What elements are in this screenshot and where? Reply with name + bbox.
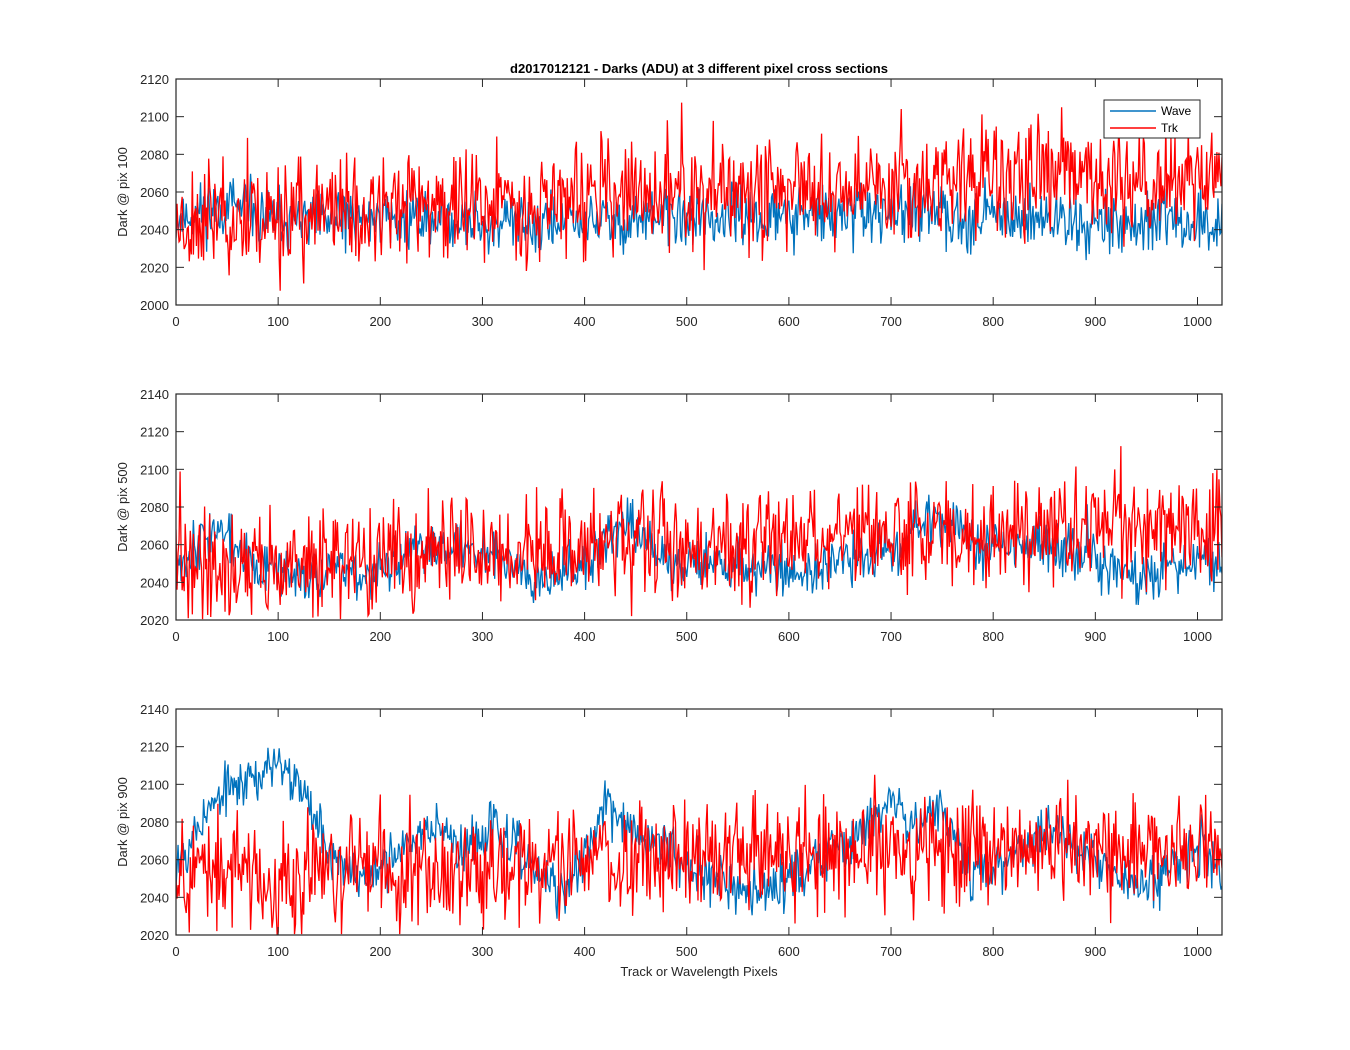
series-line-trk [176,446,1222,620]
x-tick-label: 1000 [1183,629,1212,644]
x-tick-label: 500 [676,944,698,959]
y-tick-label: 2020 [140,613,169,628]
x-tick-label: 200 [369,944,391,959]
legend-entry-trk: Trk [1161,121,1179,135]
series-line-trk [176,102,1222,291]
y-axis-label: Dark @ pix 900 [115,777,130,867]
x-axis-label: Track or Wavelength Pixels [620,964,778,979]
x-tick-label: 0 [172,629,179,644]
y-tick-label: 2020 [140,928,169,943]
x-tick-label: 100 [267,944,289,959]
subplot-pix-900: 0 100 200 300 400 500 600 700 800 900 1000 2020 2040… [115,702,1223,979]
y-tick-label: 2060 [140,185,169,200]
x-tick-label: 700 [880,314,902,329]
x-tick-label: 600 [778,314,800,329]
x-tick-label: 200 [369,314,391,329]
y-tick-label: 2020 [140,260,169,275]
y-tick-label: 2040 [140,890,169,905]
x-tick-label: 100 [267,629,289,644]
series-line-trk [176,774,1222,935]
y-tick-label: 2120 [140,72,169,87]
x-tick-label: 900 [1084,314,1106,329]
legend: Wave Trk [1103,99,1201,139]
x-tick-label: 1000 [1183,944,1212,959]
x-tick-label: 800 [982,314,1004,329]
x-tick-label: 300 [472,629,494,644]
subplot-pix-500: 0 100 200 300 400 500 600 700 800 900 1000 2020 2040… [115,387,1223,644]
x-tick-label: 900 [1084,944,1106,959]
y-tick-label: 2060 [140,538,169,553]
x-tick-label: 0 [172,944,179,959]
chart-title: d2017012121 - Darks (ADU) at 3 different… [510,61,888,76]
x-tick-label: 300 [472,944,494,959]
y-axis-label: Dark @ pix 500 [115,462,130,552]
x-tick-label: 0 [172,314,179,329]
y-tick-label: 2120 [140,740,169,755]
x-tick-label: 400 [574,629,596,644]
subplot-pix-100: 0 100 200 300 400 500 600 700 800 900 1000 2000 2020… [115,72,1223,329]
series-line-wave [176,494,1222,606]
x-tick-label: 700 [880,944,902,959]
x-tick-label: 100 [267,314,289,329]
x-tick-label: 300 [472,314,494,329]
y-tick-label: 2100 [140,110,169,125]
x-tick-label: 600 [778,629,800,644]
y-tick-label: 2100 [140,777,169,792]
y-tick-label: 2080 [140,815,169,830]
x-tick-label: 500 [676,314,698,329]
x-tick-label: 600 [778,944,800,959]
y-tick-label: 2140 [140,387,169,402]
x-tick-label: 200 [369,629,391,644]
x-tick-label: 800 [982,944,1004,959]
x-tick-label: 500 [676,629,698,644]
y-tick-label: 2080 [140,500,169,515]
x-tick-label: 700 [880,629,902,644]
legend-box [1103,99,1201,139]
x-tick-label: 400 [574,314,596,329]
x-tick-label: 400 [574,944,596,959]
series-line-wave [176,173,1222,261]
y-tick-label: 2100 [140,462,169,477]
legend-entry-wave: Wave [1161,104,1192,118]
y-tick-label: 2060 [140,853,169,868]
x-tick-label: 800 [982,629,1004,644]
y-axis-label: Dark @ pix 100 [115,147,130,237]
x-tick-label: 900 [1084,629,1106,644]
y-tick-label: 2040 [140,575,169,590]
y-tick-label: 2080 [140,147,169,162]
y-tick-label: 2140 [140,702,169,717]
y-tick-label: 2000 [140,298,169,313]
x-tick-label: 1000 [1183,314,1212,329]
y-tick-label: 2120 [140,425,169,440]
y-tick-label: 2040 [140,223,169,238]
